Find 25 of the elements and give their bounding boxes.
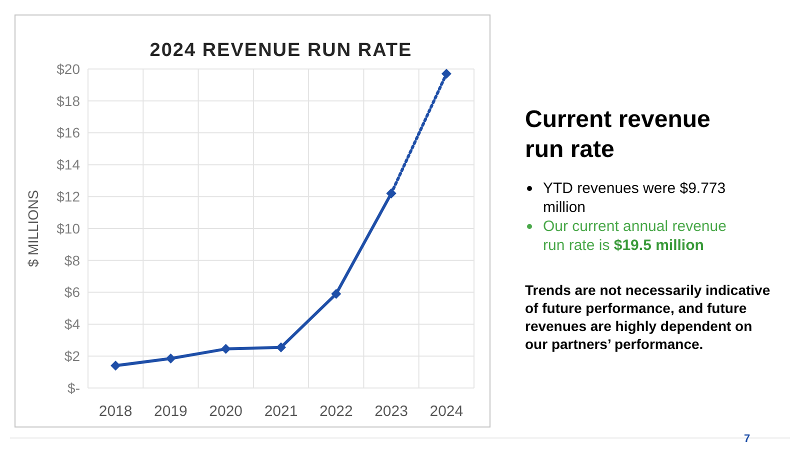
y-tick-label: $6 [64, 284, 80, 300]
y-tick-label: $8 [64, 252, 80, 268]
x-tick-label: 2022 [319, 403, 353, 420]
x-tick-label: 2021 [264, 403, 298, 420]
y-tick-label: $18 [56, 92, 80, 109]
y-tick-label: $- [68, 380, 80, 396]
x-tick-label: 2019 [154, 403, 188, 420]
text: Current revenue run rate [525, 105, 712, 165]
y-tick-label: $4 [64, 316, 80, 332]
chart-title: 2024 REVENUE RUN RATE [150, 40, 412, 61]
x-tick-label: 2020 [209, 403, 243, 420]
y-tick-label: $10 [56, 220, 80, 236]
y-tick-label: $2 [64, 348, 80, 364]
x-tick-label: 2018 [98, 403, 132, 420]
text: Trends are not necessarily indicative of future performance, and future revenues are highly dependent on our partners’ performance. [525, 281, 772, 353]
y-tick-label: $20 [56, 60, 80, 77]
y-tick-label: $14 [56, 156, 80, 173]
text: YTD revenues were $9.773 million [542, 179, 727, 217]
y-axis-title: $ MILLIONS [25, 190, 41, 268]
text: $19.5 million [614, 237, 704, 254]
x-tick-label: 2024 [430, 403, 464, 420]
y-tick-label: $16 [56, 124, 80, 141]
x-tick-label: 2023 [374, 403, 408, 420]
text: 7 [744, 433, 750, 445]
y-tick-label: $12 [56, 188, 80, 204]
